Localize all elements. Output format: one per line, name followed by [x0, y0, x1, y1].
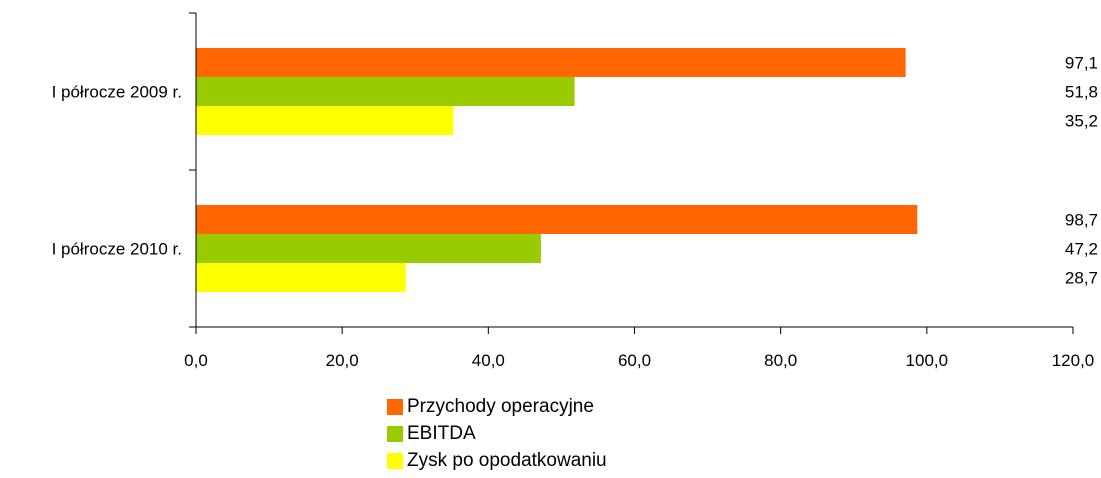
legend-label: EBITDA [407, 422, 476, 444]
bar-ebitda [196, 77, 575, 106]
axes-group [189, 12, 1074, 334]
legend-label: Przychody operacyjne [407, 395, 594, 417]
legend-label: Zysk po opodatkowaniu [407, 449, 607, 471]
bars-group [196, 48, 918, 292]
category-label: I półrocze 2009 r. [52, 83, 182, 102]
labels-group: 0,0 20,0 40,0 60,0 80,0 100,0 120,0 I półrocze … [52, 54, 1098, 371]
x-tick-label: 60,0 [618, 351, 651, 370]
value-label: 47,2 [1065, 240, 1098, 259]
legend-swatch [387, 398, 403, 415]
x-tick-label: 80,0 [764, 351, 797, 370]
value-label: 35,2 [1065, 112, 1098, 131]
bar-chart: 0,0 20,0 40,0 60,0 80,0 100,0 120,0 I półrocze … [52, 12, 1098, 371]
legend-item: EBITDA [387, 420, 607, 447]
legend-item: Przychody operacyjne [387, 393, 607, 420]
category-label: I półrocze 2010 r. [52, 240, 182, 259]
bar-ebitda [196, 234, 541, 263]
legend-item: Zysk po opodatkowaniu [387, 447, 607, 474]
bar-zysk-po-opodatkowaniu [196, 263, 406, 292]
value-label: 28,7 [1065, 269, 1098, 288]
bar-przychody-operacyjne [196, 205, 918, 234]
bar-przychody-operacyjne [196, 48, 906, 77]
legend-swatch [387, 452, 403, 469]
value-label: 97,1 [1065, 54, 1098, 73]
bar-zysk-po-opodatkowaniu [196, 106, 454, 135]
value-label: 98,7 [1065, 211, 1098, 230]
value-label: 51,8 [1065, 83, 1098, 102]
x-tick-label: 100,0 [906, 351, 949, 370]
x-tick-label: 120,0 [1052, 351, 1095, 370]
x-tick-label: 20,0 [326, 351, 359, 370]
legend-swatch [387, 425, 403, 442]
x-tick-label: 40,0 [472, 351, 505, 370]
legend: Przychody operacyjne EBITDA Zysk po opodat… [387, 393, 607, 474]
x-tick-label: 0,0 [184, 351, 208, 370]
